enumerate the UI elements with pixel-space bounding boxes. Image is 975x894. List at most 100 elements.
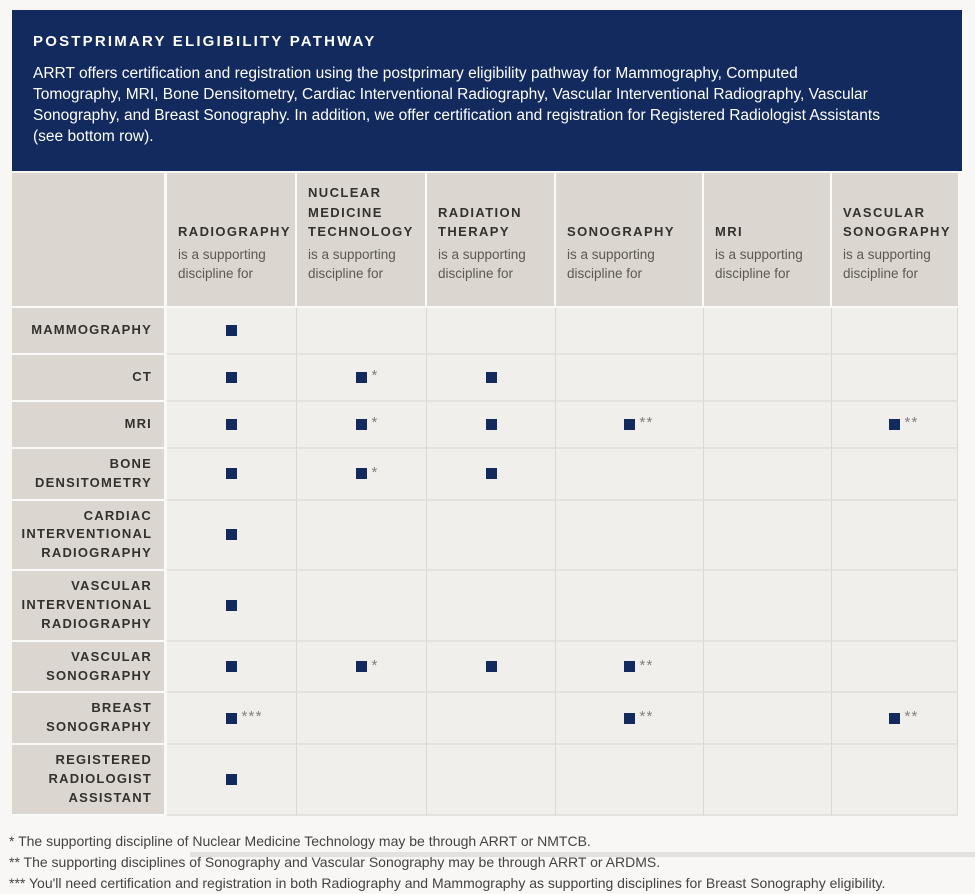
eligibility-mark xyxy=(167,355,296,400)
column-header-nuclear-medicine-technology: NUCLEAR MEDICINE TECHNOLOGY is a supporti… xyxy=(297,173,427,308)
eligibility-mark xyxy=(167,642,296,692)
eligibility-mark xyxy=(427,449,555,499)
matrix-cell xyxy=(704,693,832,746)
matrix-cell: ** xyxy=(832,401,958,449)
eligibility-mark: ** xyxy=(832,402,957,447)
column-subtitle: is a supporting discipline for xyxy=(843,246,931,282)
matrix-cell xyxy=(556,571,704,642)
matrix-cell xyxy=(704,500,832,572)
footnote-asterisks: * xyxy=(371,463,379,481)
footnote-asterisks: * xyxy=(371,367,379,385)
footnote-asterisks: ** xyxy=(639,656,654,674)
footnote-asterisks: *** xyxy=(241,708,263,726)
matrix-cell: * xyxy=(297,401,427,449)
eligibility-mark xyxy=(167,308,296,353)
matrix-row-bone-densitometry: BONE DENSITOMETRY * xyxy=(12,448,958,501)
footnote-1: * The supporting discipline of Nuclear M… xyxy=(9,832,591,849)
eligibility-mark: * xyxy=(297,642,426,692)
column-title: NUCLEAR MEDICINE TECHNOLOGY xyxy=(308,185,414,240)
eligibility-marker-square xyxy=(889,418,900,430)
matrix-cell xyxy=(704,401,832,449)
matrix-cell xyxy=(556,307,704,355)
matrix-cell: *** xyxy=(167,693,297,746)
row-label: MAMMOGRAPHY xyxy=(12,307,167,355)
matrix-cell xyxy=(427,307,556,355)
matrix-cell xyxy=(704,448,832,501)
matrix-cell xyxy=(704,307,832,355)
matrix-cell xyxy=(832,307,958,355)
column-subtitle: is a supporting discipline for xyxy=(308,246,396,282)
matrix-cell xyxy=(704,745,832,816)
eligibility-marker-square xyxy=(356,468,367,480)
matrix-cell xyxy=(832,354,958,402)
eligibility-marker-square xyxy=(624,661,635,673)
matrix-cell xyxy=(167,641,297,694)
matrix-row-mammography: MAMMOGRAPHY xyxy=(12,307,958,355)
matrix-header-row: RADIOGRAPHY is a supporting discipline fo… xyxy=(12,173,958,308)
matrix-cell: ** xyxy=(832,693,958,746)
matrix-row-cardiac-interventional-radiography: CARDIAC INTERVENTIONAL RADIOGRAPHY xyxy=(12,500,958,572)
row-label: VASCULAR INTERVENTIONAL RADIOGRAPHY xyxy=(12,571,167,642)
matrix-cell xyxy=(167,745,297,816)
eligibility-mark: *** xyxy=(167,693,296,743)
matrix-cell xyxy=(704,354,832,402)
eligibility-mark: * xyxy=(297,449,426,499)
matrix-cell xyxy=(427,693,556,746)
eligibility-marker-square xyxy=(889,712,900,724)
eligibility-marker-square xyxy=(226,529,237,541)
matrix-cell xyxy=(832,745,958,816)
eligibility-mark xyxy=(167,571,296,640)
column-subtitle: is a supporting discipline for xyxy=(178,246,266,282)
eligibility-marker-square xyxy=(226,661,237,673)
eligibility-marker-square xyxy=(356,661,367,673)
matrix-cell xyxy=(427,571,556,642)
column-title: RADIATION THERAPY xyxy=(438,204,522,240)
matrix-row-vascular-interventional-radiography: VASCULAR INTERVENTIONAL RADIOGRAPHY xyxy=(12,571,958,642)
bottom-page-edge xyxy=(190,852,975,857)
matrix-cell xyxy=(832,571,958,642)
eligibility-marker-square xyxy=(356,418,367,430)
matrix-cell xyxy=(556,448,704,501)
matrix-cell xyxy=(556,745,704,816)
footnotes: * The supporting discipline of Nuclear M… xyxy=(9,831,962,894)
eligibility-mark: ** xyxy=(556,642,703,692)
footnote-asterisks: ** xyxy=(639,414,654,432)
column-title: RADIOGRAPHY xyxy=(178,224,291,240)
matrix-cell: ** xyxy=(556,401,704,449)
footnote-asterisks: ** xyxy=(904,708,919,726)
row-label: VASCULAR SONOGRAPHY xyxy=(12,641,167,694)
eligibility-mark xyxy=(167,402,296,447)
matrix-cell xyxy=(427,354,556,402)
eligibility-mark: * xyxy=(297,355,426,400)
matrix-row-ct: CT * xyxy=(12,354,958,402)
matrix-cell xyxy=(427,500,556,572)
column-header-radiography: RADIOGRAPHY is a supporting discipline fo… xyxy=(167,173,297,308)
column-title: MRI xyxy=(715,224,744,240)
row-label: REGISTERED RADIOLOGIST ASSISTANT xyxy=(12,745,167,816)
footnote-asterisks: * xyxy=(371,656,379,674)
eligibility-mark: ** xyxy=(832,693,957,743)
eligibility-mark xyxy=(167,745,296,814)
matrix-cell xyxy=(704,641,832,694)
matrix-cell xyxy=(832,641,958,694)
intro-description: ARRT offers certification and registrati… xyxy=(33,65,880,146)
matrix-cell: ** xyxy=(556,693,704,746)
eligibility-marker-square xyxy=(624,712,635,724)
matrix-cell xyxy=(167,307,297,355)
row-label: MRI xyxy=(12,401,167,449)
eligibility-matrix: RADIOGRAPHY is a supporting discipline fo… xyxy=(12,173,958,816)
matrix-cell: * xyxy=(297,448,427,501)
matrix-cell xyxy=(167,354,297,402)
eligibility-marker-square xyxy=(485,418,497,430)
matrix-cell xyxy=(832,500,958,572)
footnote-3: *** You'll need certification and regist… xyxy=(9,874,886,891)
matrix-cell: * xyxy=(297,641,427,694)
column-subtitle: is a supporting discipline for xyxy=(567,246,655,282)
matrix-corner-cell xyxy=(12,173,167,308)
intro-banner: POSTPRIMARY ELIGIBILITY PATHWAY ARRT off… xyxy=(12,10,962,172)
matrix-cell xyxy=(427,641,556,694)
matrix-cell xyxy=(832,448,958,501)
matrix-cell xyxy=(167,401,297,449)
eligibility-marker-square xyxy=(356,371,367,383)
eligibility-marker-square xyxy=(226,712,237,724)
